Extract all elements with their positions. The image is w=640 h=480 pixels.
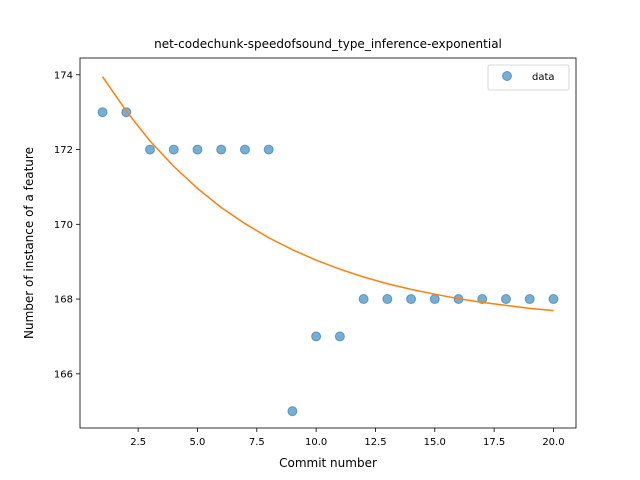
x-axis-ticks: 2.5 5.0 7.5 10.0 12.5 15.0 17.5 20.0	[130, 428, 565, 448]
legend-marker-data	[502, 71, 512, 81]
data-point	[524, 294, 535, 305]
data-point	[334, 331, 345, 342]
data-point	[406, 294, 417, 305]
x-tick-label: 12.5	[364, 437, 386, 448]
x-tick-label: 15.0	[424, 437, 446, 448]
data-point	[97, 107, 108, 118]
data-point	[287, 406, 298, 417]
data-point	[192, 144, 203, 155]
x-tick-label: 7.5	[249, 437, 265, 448]
series-layer	[97, 76, 559, 417]
x-tick-label: 2.5	[130, 437, 146, 448]
y-tick-label: 166	[54, 369, 73, 380]
data-point	[216, 144, 227, 155]
y-axis-label: Number of instance of a feature	[22, 147, 36, 339]
data-point	[263, 144, 274, 155]
data-point	[500, 294, 511, 305]
legend-label-data: data	[532, 72, 555, 83]
legend: data	[487, 64, 570, 91]
data-point	[382, 294, 393, 305]
data-point	[429, 294, 440, 305]
data-point	[168, 144, 179, 155]
data-point	[358, 294, 369, 305]
data-point	[548, 294, 559, 305]
x-tick-label: 17.5	[483, 437, 505, 448]
data-point	[239, 144, 250, 155]
y-tick-label: 170	[54, 220, 73, 231]
data-point	[145, 144, 156, 155]
data-point	[311, 331, 322, 342]
y-tick-label: 172	[54, 145, 73, 156]
plot-area-frame	[79, 57, 577, 429]
y-tick-label: 174	[54, 70, 73, 81]
y-axis-ticks: 166 168 170 172 174	[54, 70, 80, 380]
y-tick-label: 168	[54, 295, 73, 306]
legend-box	[487, 64, 570, 91]
x-tick-label: 20.0	[542, 437, 564, 448]
x-tick-label: 5.0	[190, 437, 206, 448]
chart-title: net-codechunk-speedofsound_type_inferenc…	[154, 37, 502, 51]
x-tick-label: 10.0	[305, 437, 327, 448]
fit-line	[101, 76, 554, 312]
x-axis-label: Commit number	[279, 456, 377, 470]
